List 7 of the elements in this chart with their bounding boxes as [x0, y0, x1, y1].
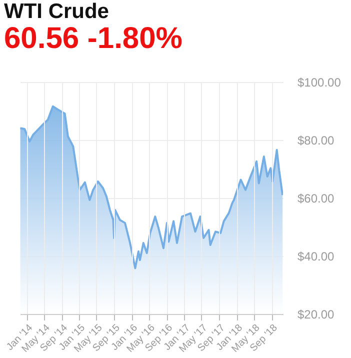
chart-title: WTI Crude: [4, 0, 109, 23]
y-tick-label: $100.00: [298, 76, 342, 90]
y-tick-label: $20.00: [298, 308, 335, 322]
y-tick-label: $40.00: [298, 250, 335, 264]
y-tick-label: $60.00: [298, 192, 335, 206]
chart-subtitle: 60.56 -1.80%: [4, 22, 182, 55]
y-tick-label: $80.00: [298, 134, 335, 148]
